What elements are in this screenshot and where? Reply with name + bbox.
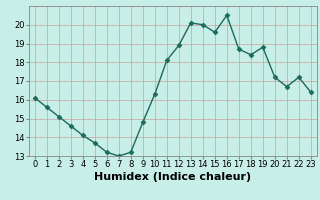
X-axis label: Humidex (Indice chaleur): Humidex (Indice chaleur) — [94, 172, 252, 182]
